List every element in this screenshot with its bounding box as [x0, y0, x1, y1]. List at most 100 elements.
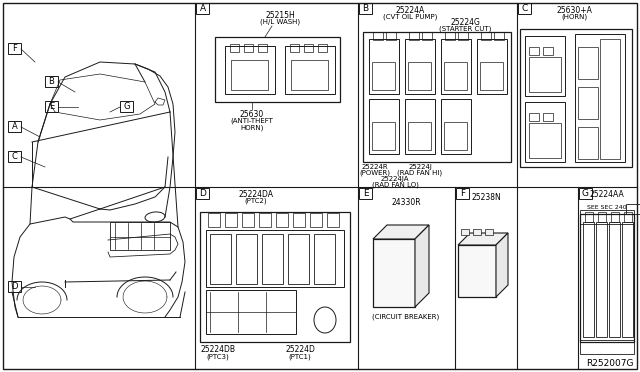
Bar — [578, 87, 598, 119]
Text: 25224A: 25224A — [396, 6, 424, 15]
Bar — [409, 32, 419, 40]
Bar — [225, 213, 237, 227]
Bar — [285, 46, 335, 94]
Text: R252007G: R252007G — [586, 359, 634, 369]
Text: (CVT OIL PUMP): (CVT OIL PUMP) — [383, 14, 437, 20]
Text: E: E — [363, 189, 368, 198]
Bar — [626, 204, 640, 214]
Text: (PTC3): (PTC3) — [207, 354, 229, 360]
Bar — [206, 230, 344, 287]
Bar — [583, 222, 594, 337]
Text: (RAD FAN LO): (RAD FAN LO) — [372, 182, 419, 188]
Polygon shape — [496, 233, 508, 297]
Bar — [258, 44, 267, 52]
Text: (STARTER CUT): (STARTER CUT) — [439, 26, 491, 32]
Bar — [529, 113, 539, 121]
Text: G: G — [124, 102, 130, 111]
Bar — [543, 113, 553, 121]
Bar — [196, 3, 209, 14]
Bar — [120, 101, 133, 112]
Bar — [473, 229, 481, 235]
Bar — [445, 32, 455, 40]
Bar — [494, 32, 504, 40]
Bar — [575, 34, 625, 162]
Bar — [259, 213, 271, 227]
Text: C: C — [522, 4, 527, 13]
Bar — [369, 99, 399, 154]
Bar — [314, 234, 335, 284]
Bar — [290, 44, 299, 52]
Bar — [8, 43, 21, 54]
Bar — [236, 234, 257, 284]
Bar — [525, 102, 565, 162]
Text: (CIRCUIT BREAKER): (CIRCUIT BREAKER) — [372, 314, 440, 320]
Bar — [477, 39, 507, 94]
Text: 25224JA: 25224JA — [381, 176, 409, 182]
Text: (RAD FAN HI): (RAD FAN HI) — [397, 170, 443, 176]
Bar — [208, 213, 220, 227]
Text: 25224DA: 25224DA — [239, 189, 273, 199]
Bar — [529, 123, 561, 158]
Bar — [408, 122, 431, 150]
Text: D: D — [199, 189, 206, 198]
Bar — [611, 212, 619, 222]
Bar — [529, 57, 561, 92]
Bar — [520, 29, 632, 167]
Bar — [318, 44, 327, 52]
Bar — [408, 62, 431, 90]
Bar — [8, 121, 21, 132]
Text: B: B — [362, 4, 369, 13]
Bar — [244, 44, 253, 52]
Bar — [372, 122, 395, 150]
Bar — [461, 229, 469, 235]
Bar — [242, 213, 254, 227]
Bar — [45, 76, 58, 87]
Text: (H/L WASH): (H/L WASH) — [260, 19, 300, 25]
Bar — [579, 188, 592, 199]
Text: 25215H: 25215H — [265, 10, 295, 19]
Bar — [456, 188, 469, 199]
Bar — [45, 101, 58, 112]
Bar — [480, 62, 503, 90]
Bar — [578, 127, 598, 159]
Bar — [206, 290, 296, 334]
Text: 25224J: 25224J — [408, 164, 432, 170]
Bar — [485, 229, 493, 235]
Text: 25630: 25630 — [240, 109, 264, 119]
Bar — [444, 122, 467, 150]
Bar — [291, 60, 328, 90]
Text: 25224AA: 25224AA — [589, 189, 625, 199]
Bar — [441, 39, 471, 94]
Bar — [405, 39, 435, 94]
Bar — [596, 222, 607, 337]
Bar — [598, 212, 606, 222]
Bar — [458, 32, 468, 40]
Bar — [210, 234, 231, 284]
Bar — [622, 222, 633, 337]
Text: SEE SEC 240: SEE SEC 240 — [587, 205, 627, 209]
Bar — [578, 47, 598, 79]
Text: F: F — [12, 44, 17, 53]
Bar — [215, 37, 340, 102]
Bar — [525, 36, 565, 96]
Bar — [372, 62, 395, 90]
Bar — [422, 32, 432, 40]
Text: C: C — [12, 152, 17, 161]
Text: B: B — [49, 77, 54, 86]
Text: 25238N: 25238N — [471, 192, 501, 202]
Bar — [373, 32, 383, 40]
Bar — [196, 188, 209, 199]
Text: E: E — [49, 102, 54, 111]
Bar — [386, 32, 396, 40]
Bar — [624, 212, 632, 222]
Bar — [363, 32, 511, 162]
Text: HORN): HORN) — [240, 125, 264, 131]
Bar — [444, 62, 467, 90]
Text: (PTC2): (PTC2) — [244, 198, 268, 204]
Bar — [110, 222, 170, 250]
Bar — [304, 44, 313, 52]
Bar — [200, 212, 350, 342]
Bar — [481, 32, 491, 40]
Text: 24330R: 24330R — [391, 198, 421, 206]
Bar — [543, 47, 553, 55]
